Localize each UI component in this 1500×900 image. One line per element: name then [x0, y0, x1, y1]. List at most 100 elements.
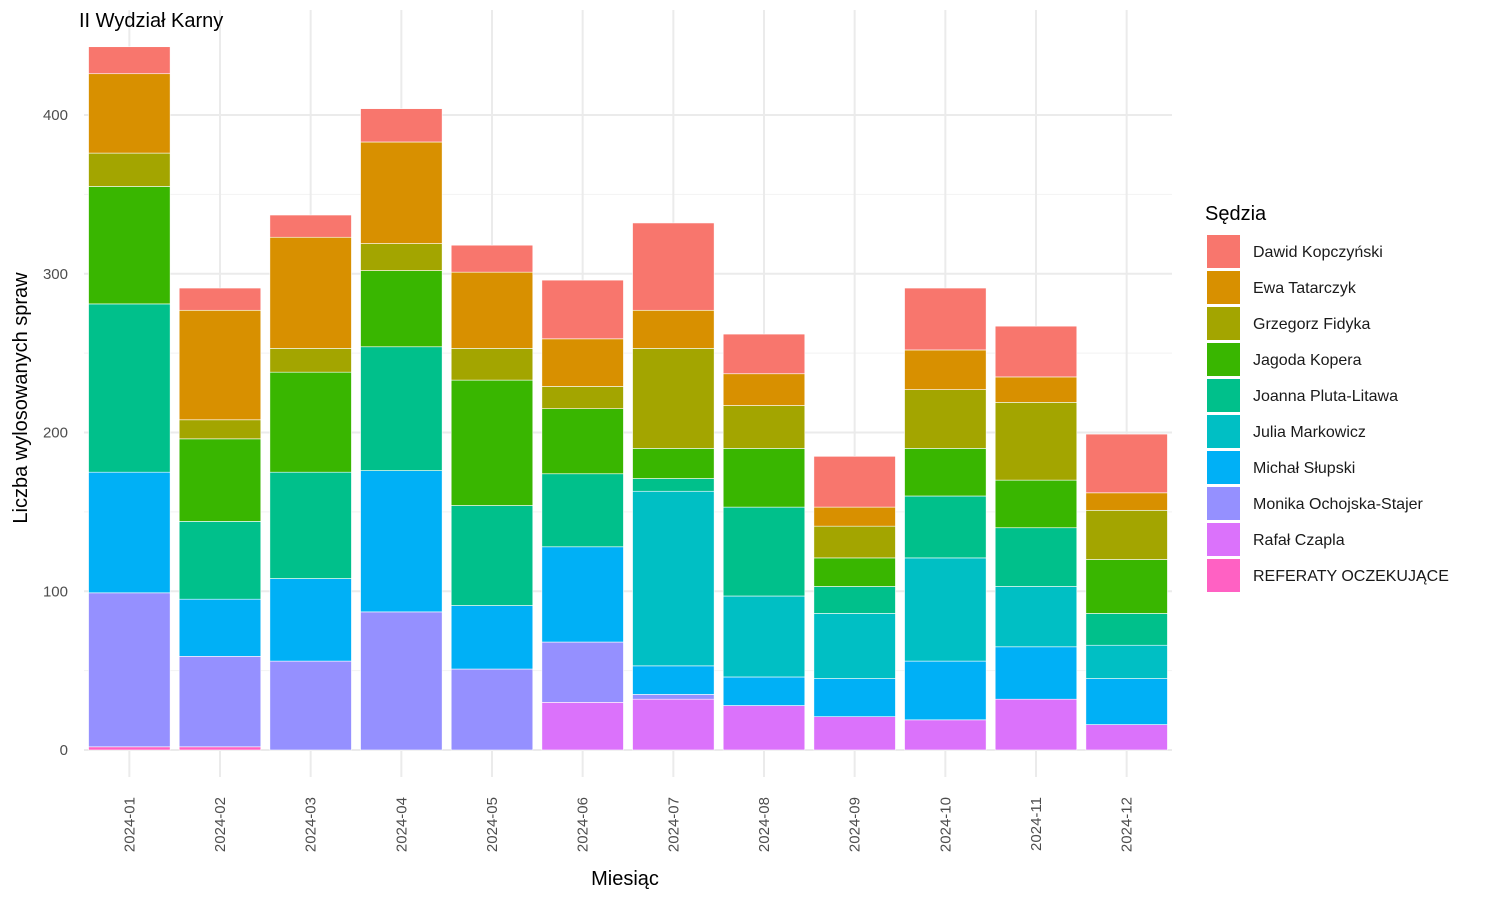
bar-segment	[360, 243, 443, 271]
bar-segment	[450, 379, 534, 506]
bar-segment	[994, 698, 1078, 751]
bar-segment	[360, 141, 443, 244]
legend-label: Joanna Pluta-Litawa	[1253, 388, 1398, 405]
x-tick-label: 2024-07	[665, 797, 682, 852]
bar-segment	[813, 613, 896, 679]
legend-key	[1207, 379, 1240, 412]
bar-segment	[541, 386, 624, 409]
bar-segment	[360, 470, 443, 613]
bar-segment	[904, 557, 987, 662]
bar-segment	[813, 716, 896, 751]
legend-label: Grzegorz Fidyka	[1253, 316, 1370, 333]
bar-segment	[269, 660, 352, 751]
bar-segment	[88, 746, 171, 751]
bar-segment	[722, 705, 806, 751]
legend: Sędzia Dawid Kopczyński Ewa Tatarczyk Grze…	[1205, 203, 1449, 592]
bar-segment	[994, 376, 1078, 403]
bar-segment	[178, 309, 262, 421]
bar-segment	[813, 525, 896, 559]
bar-segment	[722, 676, 806, 706]
legend-key	[1207, 523, 1240, 556]
axes: 0 100 200 300 400 2024-01 2024-02 2024-03 2024-0…	[43, 107, 1136, 852]
bar-segment	[1085, 644, 1168, 679]
bar-segment	[178, 419, 262, 440]
y-tick-label: 200	[43, 425, 68, 442]
bar-segment	[994, 527, 1078, 587]
bar-segment	[88, 73, 171, 154]
legend-label: Michał Słupski	[1253, 460, 1355, 477]
legend-key	[1207, 235, 1240, 268]
bar-segment	[360, 611, 443, 751]
x-tick-label: 2024-10	[937, 797, 954, 852]
legend-key	[1207, 451, 1240, 484]
bar-stacks	[88, 46, 1168, 751]
bar-segment	[994, 402, 1078, 481]
bar-segment	[904, 448, 987, 497]
bar-segment	[88, 152, 171, 187]
x-tick-label: 2024-04	[393, 797, 410, 852]
bar-segment	[904, 660, 987, 721]
bar-segment	[269, 348, 352, 373]
bar-segment	[904, 349, 987, 390]
legend-label: Jagoda Kopera	[1253, 352, 1362, 369]
bar-segment	[1085, 724, 1168, 751]
bar-segment	[450, 605, 534, 670]
y-tick-label: 100	[43, 583, 68, 600]
bar-segment	[178, 656, 262, 748]
legend-key	[1207, 487, 1240, 520]
bar-segment	[904, 287, 987, 351]
bar-segment	[88, 186, 171, 305]
legend-title: Sędzia	[1205, 203, 1267, 225]
bar-segment	[1085, 678, 1168, 725]
x-axis-title: Miesiąc	[591, 868, 659, 890]
bar-segment	[88, 46, 171, 75]
bar-segment	[994, 325, 1078, 378]
bar-segment	[632, 222, 715, 311]
bar-segment	[450, 271, 534, 349]
x-tick-label: 2024-05	[484, 797, 501, 852]
legend-key	[1207, 271, 1240, 304]
bar-segment	[722, 506, 806, 597]
bar-segment	[541, 408, 624, 475]
bar-segment	[1085, 613, 1168, 646]
legend-label: Rafał Czapla	[1253, 532, 1345, 549]
bar-segment	[813, 557, 896, 587]
bar-segment	[632, 698, 715, 751]
bar-segment	[178, 521, 262, 600]
bar-segment	[450, 505, 534, 606]
bar-segment	[541, 338, 624, 387]
bar-segment	[269, 578, 352, 662]
bar-segment	[813, 678, 896, 717]
bar-segment	[178, 438, 262, 522]
bar-segment	[541, 546, 624, 643]
bar-segment	[994, 586, 1078, 648]
x-tick-label: 2024-06	[575, 797, 592, 852]
bar-segment	[1085, 433, 1168, 494]
legend-label: Monika Ochojska-Stajer	[1253, 496, 1424, 513]
bar-segment	[450, 348, 534, 381]
bar-segment	[541, 641, 624, 703]
bar-segment	[722, 333, 806, 375]
x-tick-label: 2024-02	[212, 797, 229, 852]
bar-segment	[178, 598, 262, 657]
bar-segment	[722, 448, 806, 508]
x-tick-label: 2024-01	[121, 797, 138, 852]
bar-segment	[813, 586, 896, 614]
bar-segment	[88, 303, 171, 473]
bar-segment	[632, 309, 715, 349]
bar-segment	[1085, 492, 1168, 511]
y-axis-title: Liczba wylosowanych spraw	[10, 272, 32, 524]
bar-segment	[722, 373, 806, 406]
bar-segment	[722, 405, 806, 449]
legend-label: Dawid Kopczyński	[1253, 244, 1383, 261]
bar-segment	[360, 270, 443, 348]
x-tick-label: 2024-03	[303, 797, 320, 852]
x-tick-label: 2024-12	[1119, 797, 1136, 852]
bar-segment	[450, 244, 534, 273]
chart-title: II Wydział Karny	[79, 10, 223, 32]
bar-segment	[360, 346, 443, 471]
bar-segment	[88, 471, 171, 594]
bar-segment	[541, 473, 624, 548]
bar-segment	[541, 702, 624, 751]
